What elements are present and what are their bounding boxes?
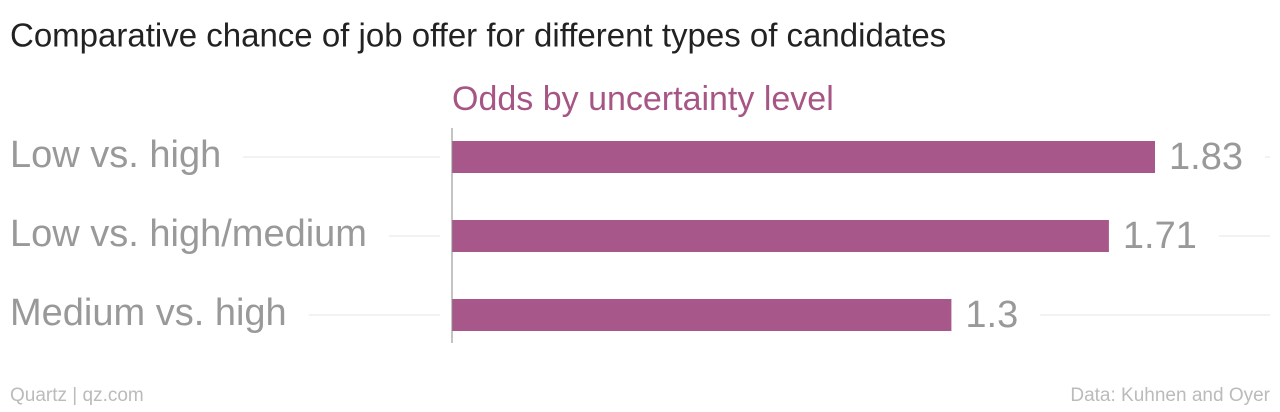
category-label: Medium vs. high xyxy=(10,292,287,334)
bar xyxy=(452,220,1109,252)
category-label: Low vs. high/medium xyxy=(10,213,367,255)
value-label: 1.83 xyxy=(1169,136,1243,178)
chart-title: Comparative chance of job offer for diff… xyxy=(10,17,946,54)
bar xyxy=(452,299,952,331)
bar xyxy=(452,141,1155,173)
source: Data: Kuhnen and Oyer xyxy=(1070,385,1270,406)
chart-subtitle: Odds by uncertainty level xyxy=(452,80,834,118)
value-label: 1.3 xyxy=(965,294,1018,336)
value-label: 1.71 xyxy=(1123,215,1197,257)
credit: Quartz | qz.com xyxy=(10,385,144,406)
category-label: Low vs. high xyxy=(10,134,221,176)
